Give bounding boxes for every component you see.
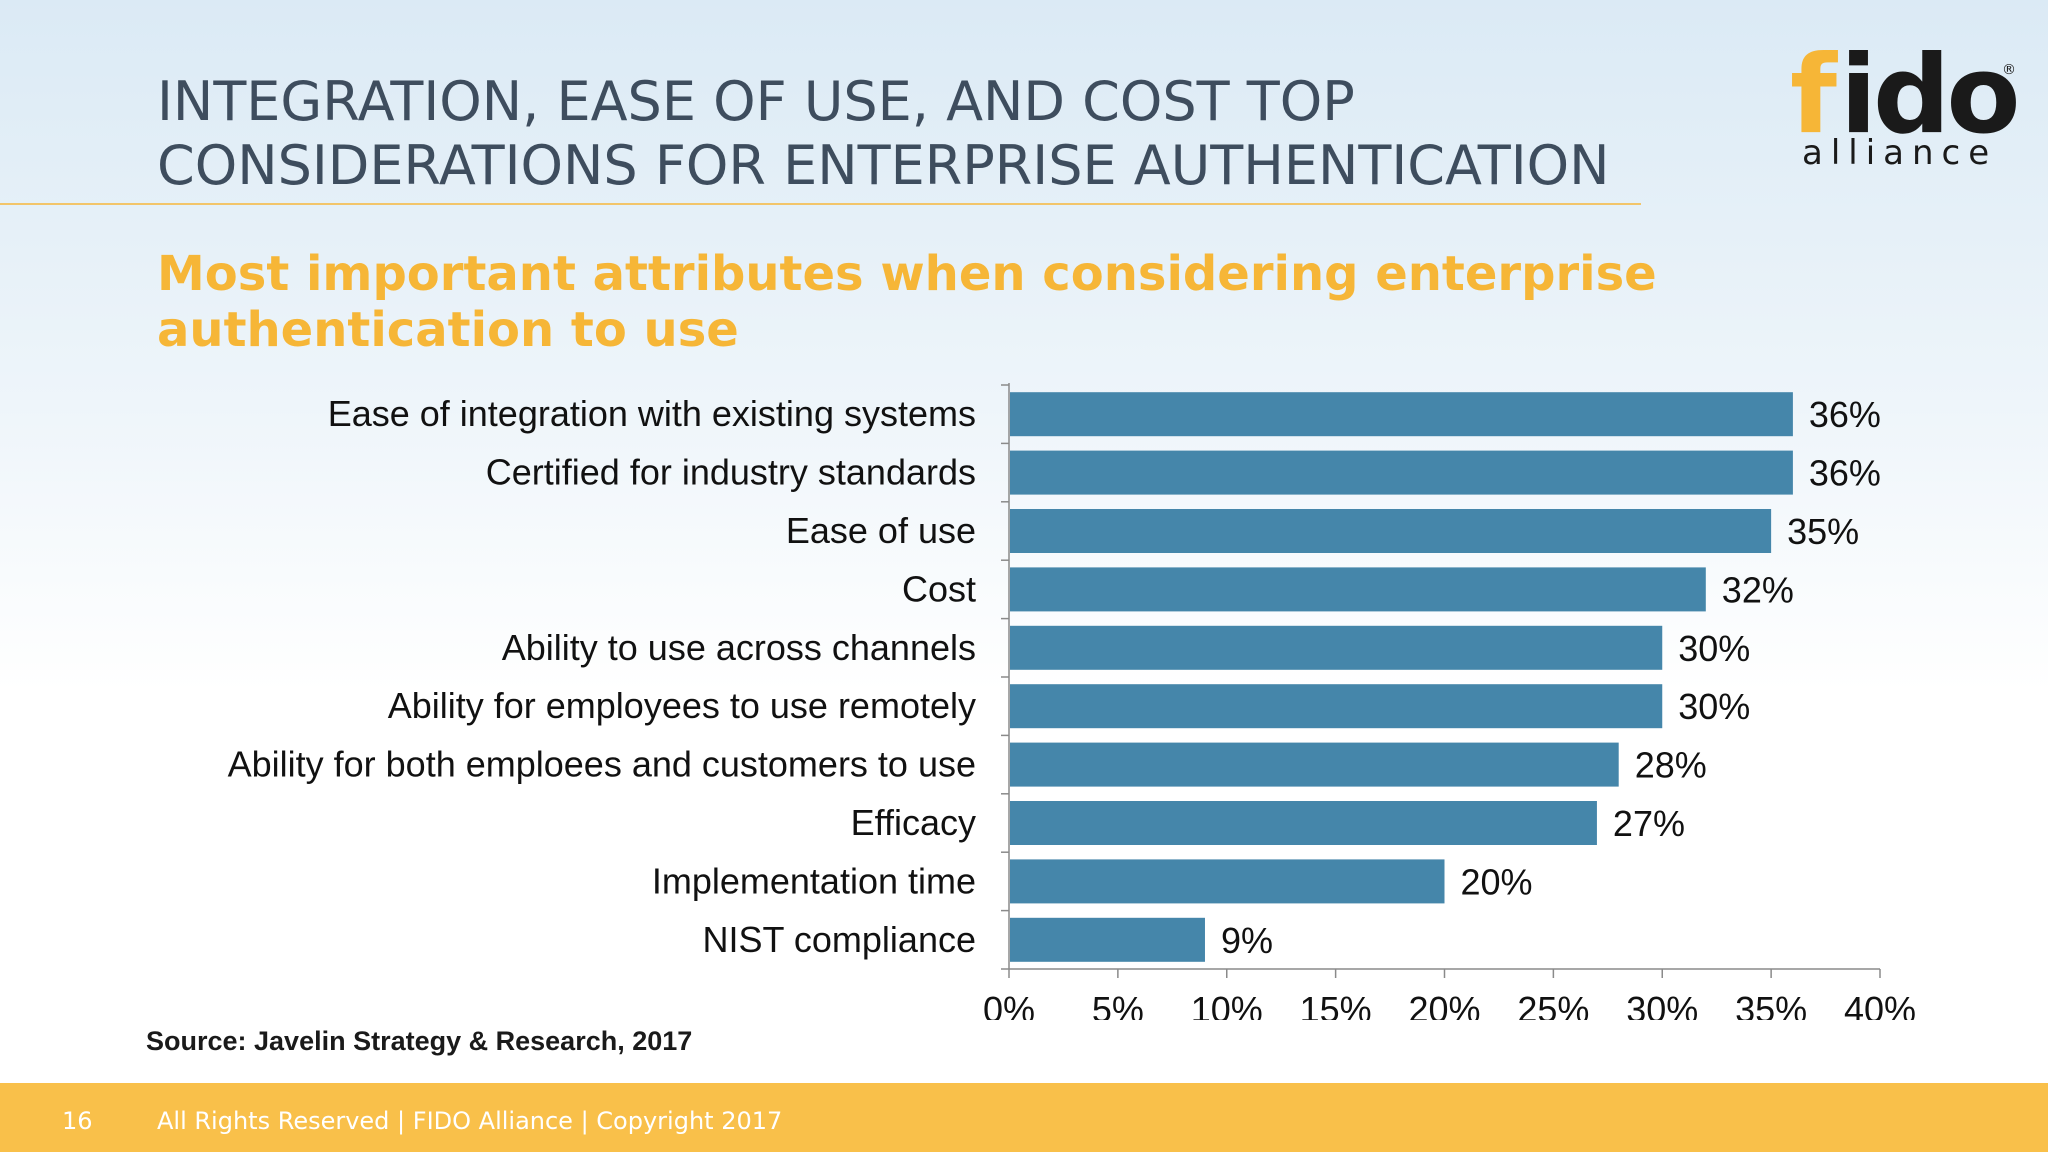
x-tick-label: 5% bbox=[1092, 989, 1144, 1020]
page-number: 16 bbox=[62, 1107, 93, 1135]
data-label: 27% bbox=[1613, 803, 1685, 844]
x-tick-label: 10% bbox=[1191, 989, 1263, 1020]
category-label: Efficacy bbox=[851, 802, 976, 843]
category-label: Ability to use across channels bbox=[502, 627, 976, 668]
category-label: Ability for employees to use remotely bbox=[388, 685, 976, 726]
bar bbox=[1010, 742, 1619, 787]
category-label: Implementation time bbox=[652, 860, 976, 901]
slide-title-line-1: INTEGRATION, EASE OF USE, AND COST TOP bbox=[157, 70, 1355, 133]
source-note: Source: Javelin Strategy & Research, 201… bbox=[146, 1026, 693, 1056]
bar bbox=[1010, 567, 1706, 612]
data-label: 9% bbox=[1221, 920, 1273, 961]
x-tick-label: 0% bbox=[983, 989, 1035, 1020]
category-label: Ease of integration with existing system… bbox=[328, 393, 976, 434]
x-tick-label: 30% bbox=[1626, 989, 1698, 1020]
logo-registered-mark: ® bbox=[2002, 62, 2016, 78]
slide-title-line-2: CONSIDERATIONS FOR ENTERPRISE AUTHENTICA… bbox=[157, 134, 1610, 197]
x-tick-label: 20% bbox=[1408, 989, 1480, 1020]
logo-wordmark-rest: ido bbox=[1840, 40, 2017, 158]
category-label: Ease of use bbox=[786, 510, 976, 551]
data-label: 20% bbox=[1461, 861, 1533, 902]
data-label: 30% bbox=[1678, 686, 1750, 727]
bar bbox=[1010, 801, 1597, 845]
x-tick-label: 25% bbox=[1517, 989, 1589, 1020]
x-tick-label: 40% bbox=[1844, 989, 1916, 1020]
logo-f-letter: f bbox=[1790, 40, 1838, 158]
category-label: NIST compliance bbox=[703, 919, 976, 960]
footer-copyright: All Rights Reserved | FIDO Alliance | Co… bbox=[157, 1107, 783, 1135]
data-label: 36% bbox=[1809, 453, 1881, 494]
data-label: 30% bbox=[1678, 628, 1750, 669]
logo-tagline: alliance bbox=[1802, 133, 1997, 170]
bar bbox=[1010, 625, 1663, 670]
bar bbox=[1010, 392, 1793, 437]
x-tick-label: 15% bbox=[1300, 989, 1372, 1020]
chart-subtitle: Most important attributes when consideri… bbox=[157, 246, 1657, 358]
category-label: Ability for both emploees and customers … bbox=[228, 744, 976, 785]
data-label: 35% bbox=[1787, 511, 1859, 552]
data-label: 32% bbox=[1722, 569, 1794, 610]
bar bbox=[1010, 684, 1663, 729]
bar bbox=[1010, 859, 1445, 904]
bar-chart: 0% 5% 10% 15% 20% 25% 30% 35% 40% Ease of integra… bbox=[228, 383, 1916, 1020]
title-divider bbox=[0, 203, 1641, 205]
bar bbox=[1010, 917, 1205, 962]
data-label: 36% bbox=[1809, 394, 1881, 435]
x-tick-label: 35% bbox=[1735, 989, 1807, 1020]
category-label: Cost bbox=[902, 568, 976, 609]
category-label: Certified for industry standards bbox=[486, 452, 976, 493]
bar bbox=[1010, 509, 1772, 553]
data-label: 28% bbox=[1635, 745, 1707, 786]
footer-bar: 16 All Rights Reserved | FIDO Alliance |… bbox=[0, 1083, 2048, 1152]
bar bbox=[1010, 450, 1793, 495]
fido-alliance-logo: f ido ® alliance bbox=[1790, 40, 2020, 170]
slide-title: INTEGRATION, EASE OF USE, AND COST TOP C… bbox=[157, 70, 1610, 198]
